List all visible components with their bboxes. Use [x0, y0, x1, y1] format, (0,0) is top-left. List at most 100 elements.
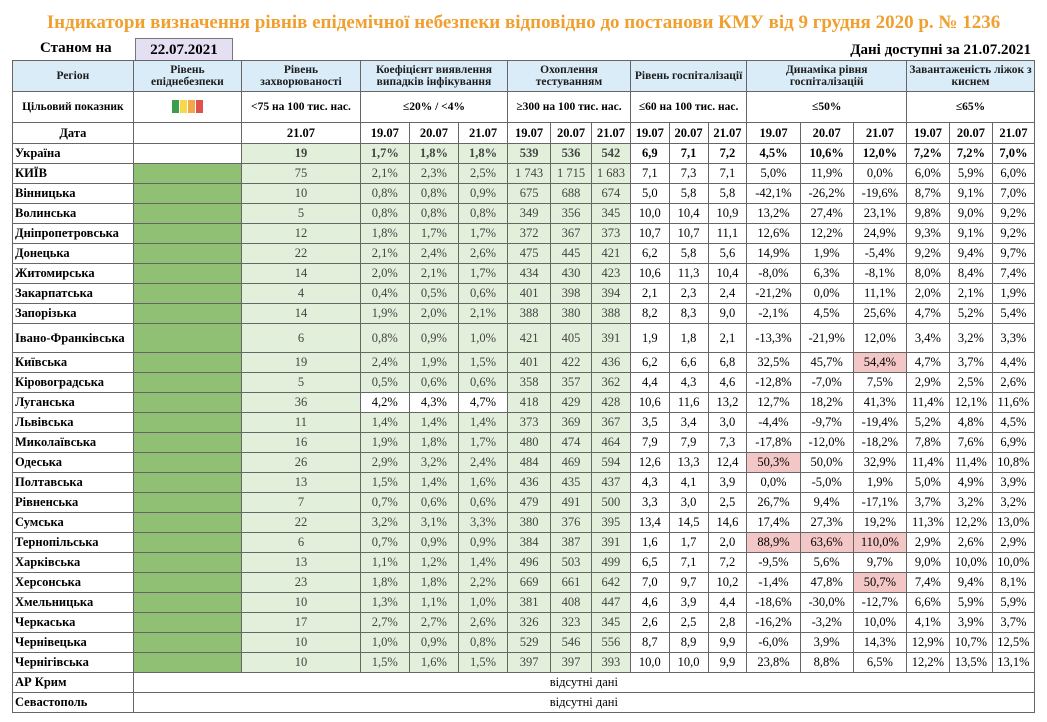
hosp-value: 7,1 [707, 163, 748, 184]
dyn-value: 110,0% [852, 532, 907, 553]
oxy-value: 11,4% [948, 452, 993, 473]
target-row: Цільовий показник <75 на 100 тис. нас. ≤… [12, 91, 1036, 123]
det-value: 0,9% [408, 632, 459, 653]
test-value: 372 [507, 223, 552, 244]
dyn-value: 50,3% [746, 452, 801, 473]
morbidity-value: 17 [241, 612, 361, 633]
hosp-value: 1,6 [629, 532, 670, 553]
dyn-value: 27,3% [799, 512, 854, 533]
oxy-value: 7,0% [991, 143, 1036, 164]
no-data-note: відсутні дані [132, 692, 1036, 713]
hosp-value: 11,1 [707, 223, 748, 244]
table-row: Житомирська 14 2,0% 2,1% 1,7% 434 430 423 10,6 11… [12, 263, 1036, 284]
hosp-value: 10,7 [629, 223, 670, 244]
hosp-value: 7,1 [668, 143, 709, 164]
table-row: Чернівецька 10 1,0% 0,9% 0,8% 529 546 556 8,7 8,9… [12, 632, 1036, 653]
oxy-value: 8,1% [991, 572, 1036, 593]
hosp-value: 10,4 [668, 203, 709, 224]
oxy-value: 9,4% [948, 243, 993, 264]
oxy-value: 2,5% [948, 372, 993, 393]
oxy-value: 13,0% [991, 512, 1036, 533]
dyn-value: 0,0% [852, 163, 907, 184]
hosp-value: 8,7 [629, 632, 670, 653]
oxy-value: 11,3% [905, 512, 950, 533]
test-value: 529 [507, 632, 552, 653]
swatch-red [195, 100, 203, 114]
date-cell: 21.07 [991, 122, 1036, 144]
test-value: 422 [550, 352, 592, 373]
hosp-value: 10,9 [707, 203, 748, 224]
target-morbidity: <75 на 100 тис. нас. [241, 91, 361, 123]
danger-level-cell [132, 472, 243, 493]
region-name: Херсонська [12, 572, 134, 593]
dyn-value: -12,8% [746, 372, 801, 393]
test-value: 674 [590, 183, 631, 204]
region-name: Харківська [12, 552, 134, 573]
test-value: 430 [550, 263, 592, 284]
date-cell: 20.07 [799, 122, 854, 144]
det-value: 2,1% [457, 303, 509, 324]
det-value: 1,9% [359, 303, 410, 324]
danger-level-cell [132, 372, 243, 393]
danger-level-cell [132, 592, 243, 613]
dyn-value: 7,5% [852, 372, 907, 393]
oxy-value: 5,2% [905, 412, 950, 433]
oxy-value: 9,2% [905, 243, 950, 264]
det-value: 4,3% [408, 392, 459, 413]
det-value: 3,2% [408, 452, 459, 473]
det-value: 1,2% [408, 552, 459, 573]
region-name: Запорізька [12, 303, 134, 324]
test-value: 437 [590, 472, 631, 493]
date-cell: 19.07 [629, 122, 670, 144]
swatch-green [171, 100, 179, 114]
danger-level-cell [132, 183, 243, 204]
hosp-value: 9,7 [668, 572, 709, 593]
table-row-missing: Севастополь відсутні дані [12, 692, 1036, 713]
hosp-value: 8,9 [668, 632, 709, 653]
hosp-value: 9,0 [707, 303, 748, 324]
hosp-value: 4,4 [629, 372, 670, 393]
oxy-value: 3,2% [948, 323, 993, 353]
dyn-value: -19,6% [852, 183, 907, 204]
date-cell: 19.07 [905, 122, 950, 144]
hosp-value: 6,2 [629, 243, 670, 264]
oxy-value: 2,9% [905, 532, 950, 553]
morbidity-value: 22 [241, 243, 361, 264]
dyn-value: 12,6% [746, 223, 801, 244]
dyn-value: -13,3% [746, 323, 801, 353]
det-value: 1,3% [359, 592, 410, 613]
det-value: 0,8% [457, 203, 509, 224]
det-value: 3,3% [457, 512, 509, 533]
morbidity-value: 4 [241, 283, 361, 304]
danger-level-cell [132, 243, 243, 264]
dyn-value: -4,4% [746, 412, 801, 433]
det-value: 0,8% [359, 323, 410, 353]
dyn-value: 17,4% [746, 512, 801, 533]
det-value: 2,7% [359, 612, 410, 633]
test-value: 496 [507, 552, 552, 573]
hosp-value: 10,0 [629, 652, 670, 673]
oxy-value: 3,7% [991, 612, 1036, 633]
danger-level-cell [132, 512, 243, 533]
hosp-value: 2,4 [707, 283, 748, 304]
morbidity-value: 7 [241, 492, 361, 513]
oxy-value: 2,6% [991, 372, 1036, 393]
dyn-value: -5,4% [852, 243, 907, 264]
test-value: 391 [590, 323, 631, 353]
det-value: 2,4% [408, 243, 459, 264]
oxy-value: 10,0% [991, 552, 1036, 573]
oxy-value: 1,9% [991, 283, 1036, 304]
test-value: 661 [550, 572, 592, 593]
oxy-value: 7,6% [948, 432, 993, 453]
test-value: 345 [590, 203, 631, 224]
det-value: 0,4% [359, 283, 410, 304]
dyn-value: 26,7% [746, 492, 801, 513]
region-name: Чернівецька [12, 632, 134, 653]
hosp-value: 10,2 [707, 572, 748, 593]
dyn-value: 0,0% [746, 472, 801, 493]
morbidity-value: 36 [241, 392, 361, 413]
danger-level-cell [132, 632, 243, 653]
dyn-value: 10,6% [799, 143, 854, 164]
det-value: 1,1% [408, 592, 459, 613]
det-value: 0,7% [359, 492, 410, 513]
